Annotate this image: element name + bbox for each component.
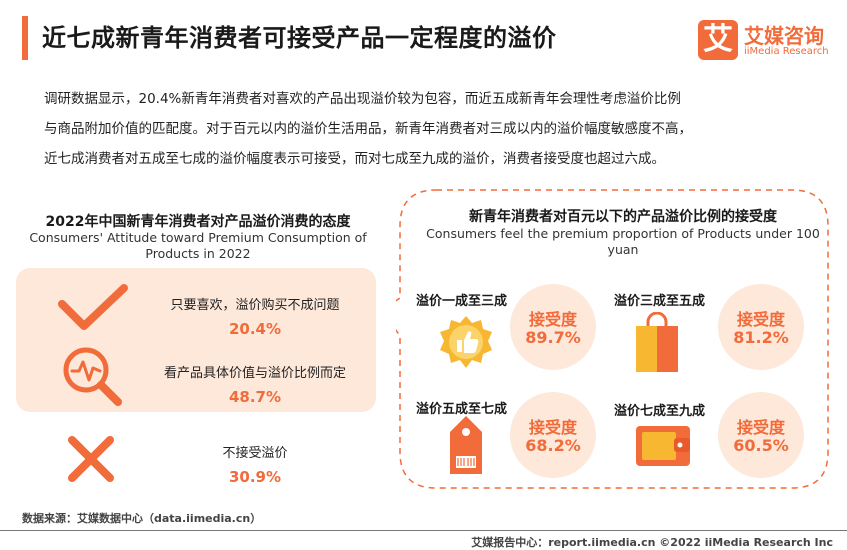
acceptance-label: 接受度 [528,310,577,329]
acceptance-label: 接受度 [528,418,577,437]
acceptance-label: 接受度 [736,310,785,329]
attitude-chart-title: 2022年中国新青年消费者对产品溢价消费的态度 [45,214,351,230]
data-source: 数据来源：艾媒数据中心（data.iimedia.cn） [22,512,262,525]
thumbs-up-badge-icon [440,316,492,368]
magnifier-pulse-icon [63,347,122,406]
price-tag-icon [450,416,482,474]
checkmark-icon [58,284,128,330]
cross-icon [68,436,114,482]
premium-range-label: 溢价三成至五成 [614,294,706,309]
intro-line: 调研数据显示，20.4%新青年消费者对喜欢的产品出现溢价较为包容，而近五成新青年… [44,91,681,107]
acceptance-badge: 接受度 68.2% [510,392,596,478]
title-accent-bar [22,16,28,60]
acceptance-label: 接受度 [736,418,785,437]
logo-text-en: iiMedia Research [744,46,829,57]
premium-range-label: 溢价七成至九成 [614,404,706,419]
logo-text-cn: 艾媒咨询 [744,24,824,48]
attitude-item-value: 20.4% [228,320,282,338]
brand-logo: 艾 艾媒咨询 iiMedia Research [698,18,834,62]
intro-line: 与商品附加价值的匹配度。对于百元以内的溢价生活用品，新青年消费者对三成以内的溢价… [44,121,692,137]
acceptance-value: 81.2% [733,328,789,347]
acceptance-chart-frame [396,189,829,489]
acceptance-badge: 接受度 89.7% [510,284,596,370]
intro-paragraph: 调研数据显示，20.4%新青年消费者对喜欢的产品出现溢价较为包容，而近五成新青年… [44,84,824,174]
attitude-chart-subtitle: Consumers' Attitude toward Premium Consu… [29,230,367,261]
acceptance-chart-title: 新青年消费者对百元以下的产品溢价比例的接受度 [469,209,777,225]
intro-line: 近七成消费者对五成至七成的溢价幅度表示可接受，而对七成至九成的溢价，消费者接受度… [44,151,665,167]
premium-range-label: 溢价五成至七成 [416,402,508,417]
wallet-icon [636,426,690,466]
attitude-item-label: 只要喜欢，溢价购买不成问题 [170,298,340,313]
acceptance-value: 89.7% [525,328,581,347]
logo-mark: 艾 [698,20,738,60]
attitude-item-label: 看产品具体价值与溢价比例而定 [163,366,346,381]
acceptance-badge: 接受度 60.5% [718,392,804,478]
footer-divider [0,530,847,531]
attitude-item-value: 48.7% [228,388,282,406]
attitude-item-label: 不接受溢价 [222,446,288,461]
acceptance-chart-subtitle: Consumers feel the premium proportion of… [426,226,820,257]
acceptance-badge: 接受度 81.2% [718,284,804,370]
acceptance-value: 60.5% [733,436,789,455]
footer-copyright: 艾媒报告中心：report.iimedia.cn ©2022 iiMedia R… [471,536,833,549]
acceptance-value: 68.2% [525,436,581,455]
premium-range-label: 溢价一成至三成 [416,294,508,309]
shopping-bag-icon [636,312,678,372]
attitude-item-value: 30.9% [228,468,282,486]
page-title: 近七成新青年消费者可接受产品一定程度的溢价 [42,24,557,52]
